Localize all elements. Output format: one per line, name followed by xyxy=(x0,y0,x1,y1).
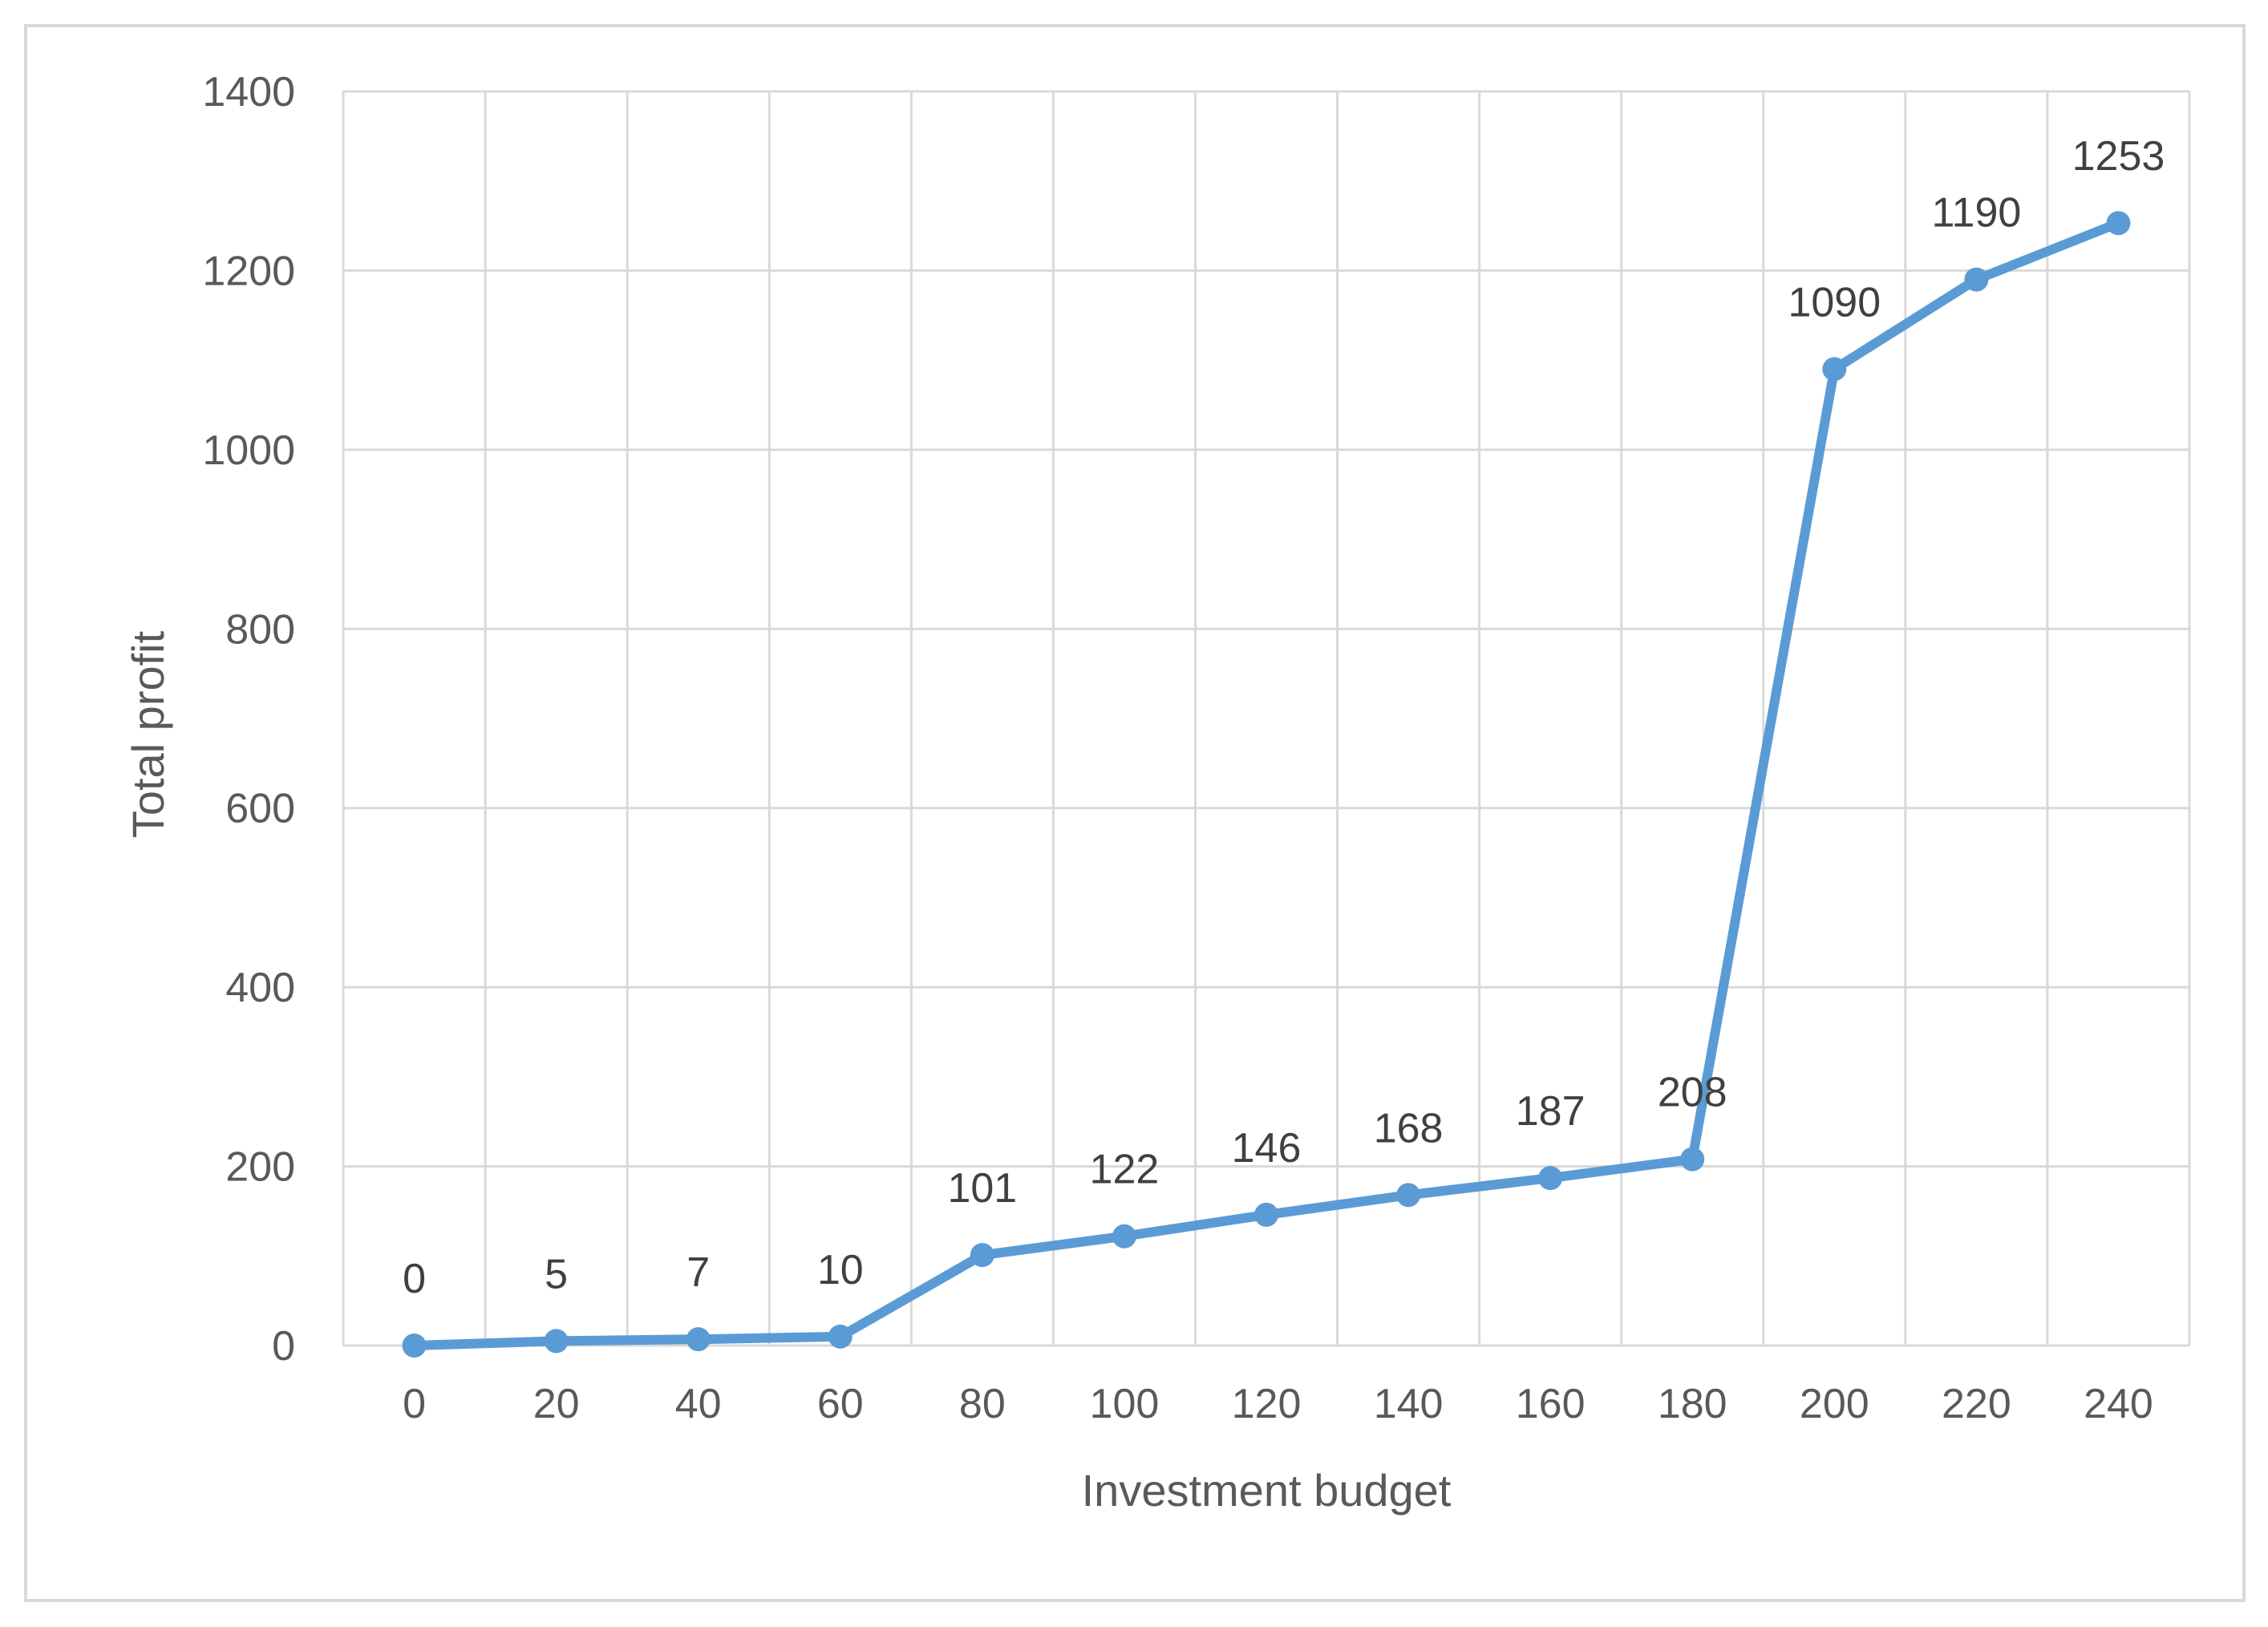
data-label: 168 xyxy=(1374,1105,1444,1151)
x-tick-label: 120 xyxy=(1232,1381,1302,1427)
y-tick-label: 1400 xyxy=(202,69,295,115)
x-tick-label: 60 xyxy=(817,1381,864,1427)
data-label: 1090 xyxy=(1788,279,1881,326)
series-layer xyxy=(402,211,2131,1358)
data-label: 1190 xyxy=(1931,190,2021,237)
x-tick-label: 180 xyxy=(1658,1381,1727,1427)
data-label: 10 xyxy=(817,1247,864,1293)
y-tick-label: 600 xyxy=(225,786,295,832)
data-point xyxy=(970,1243,994,1268)
data-label: 146 xyxy=(1232,1125,1302,1172)
data-point xyxy=(2106,211,2131,236)
data-point xyxy=(1112,1224,1136,1249)
chart-frame: 0 200 400 600 800 1000 1200 1400 0 20 40 60 80 100 12… xyxy=(24,24,2246,1602)
y-tick-label: 200 xyxy=(225,1144,295,1191)
x-tick-label: 220 xyxy=(1942,1381,2011,1427)
y-tick-label: 0 xyxy=(272,1323,295,1370)
data-point xyxy=(828,1324,853,1349)
data-point xyxy=(1254,1202,1278,1227)
y-tick-label: 1000 xyxy=(202,427,295,474)
y-axis-tick-labels: 0 200 400 600 800 1000 1200 1400 xyxy=(202,69,295,1370)
y-tick-label: 800 xyxy=(225,606,295,653)
data-label: 1253 xyxy=(2072,133,2165,180)
data-point xyxy=(1538,1166,1563,1191)
x-tick-label: 140 xyxy=(1374,1381,1444,1427)
y-axis-title: Total profit xyxy=(123,630,173,838)
data-point xyxy=(1964,267,1989,292)
data-point xyxy=(1822,357,1847,382)
x-tick-label: 80 xyxy=(959,1381,1006,1427)
x-tick-label: 100 xyxy=(1090,1381,1160,1427)
series-line-0 xyxy=(409,218,2124,1350)
x-axis-title: Investment budget xyxy=(1082,1465,1452,1516)
x-axis-tick-labels: 0 20 40 60 80 100 120 140 160 180 200 220 240 xyxy=(403,1381,2153,1427)
data-labels: 0 5 7 10 101 122 146 168 187 208 1090 1190 1253 xyxy=(403,133,2165,1302)
data-point xyxy=(544,1329,569,1354)
data-label: 187 xyxy=(1516,1088,1586,1135)
data-label: 7 xyxy=(686,1249,710,1296)
y-tick-label: 1200 xyxy=(202,248,295,294)
x-tick-label: 200 xyxy=(1800,1381,1869,1427)
data-point xyxy=(402,1334,427,1358)
x-tick-label: 20 xyxy=(533,1381,580,1427)
gridlines xyxy=(342,90,2191,1347)
data-label: 101 xyxy=(947,1165,1017,1212)
x-tick-label: 40 xyxy=(675,1381,722,1427)
x-tick-label: 0 xyxy=(403,1381,426,1427)
data-point xyxy=(686,1327,711,1352)
y-tick-label: 400 xyxy=(225,965,295,1011)
data-label: 208 xyxy=(1658,1070,1727,1116)
x-tick-label: 240 xyxy=(2084,1381,2153,1427)
data-label: 122 xyxy=(1090,1147,1160,1193)
data-label: 5 xyxy=(545,1251,568,1297)
data-point xyxy=(1680,1147,1705,1172)
x-tick-label: 160 xyxy=(1516,1381,1586,1427)
data-label: 0 xyxy=(403,1256,426,1302)
data-point xyxy=(1396,1183,1421,1208)
